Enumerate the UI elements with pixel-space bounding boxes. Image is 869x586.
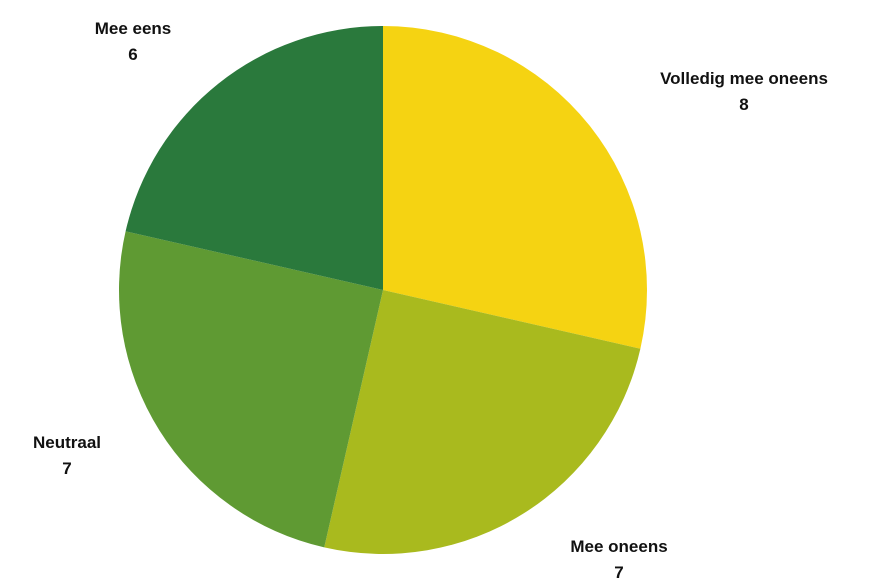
slice-label-mee-eens: Mee eens 6 <box>72 16 194 68</box>
slice-label-neutraal: Neutraal 7 <box>12 430 122 482</box>
pie-slice-volledig-mee-oneens <box>383 26 647 349</box>
slice-value-label: 7 <box>62 459 72 478</box>
pie-slice-mee-eens <box>125 26 384 290</box>
slice-label-mee-oneens: Mee oneens 7 <box>546 534 692 586</box>
slice-category-label: Mee eens <box>94 19 172 38</box>
slice-value-label: 7 <box>614 563 624 582</box>
slice-value-label: 8 <box>739 95 749 114</box>
slice-value-label: 6 <box>128 45 138 64</box>
pie-slice-mee-oneens <box>324 290 641 554</box>
slice-category-label: Mee oneens <box>570 537 668 556</box>
slice-category-label: Volledig mee oneens <box>660 69 828 88</box>
pie-slice-neutraal <box>119 231 384 548</box>
slice-category-label: Neutraal <box>32 433 102 452</box>
slice-label-volledig-mee-oneens: Volledig mee oneens 8 <box>628 66 860 118</box>
